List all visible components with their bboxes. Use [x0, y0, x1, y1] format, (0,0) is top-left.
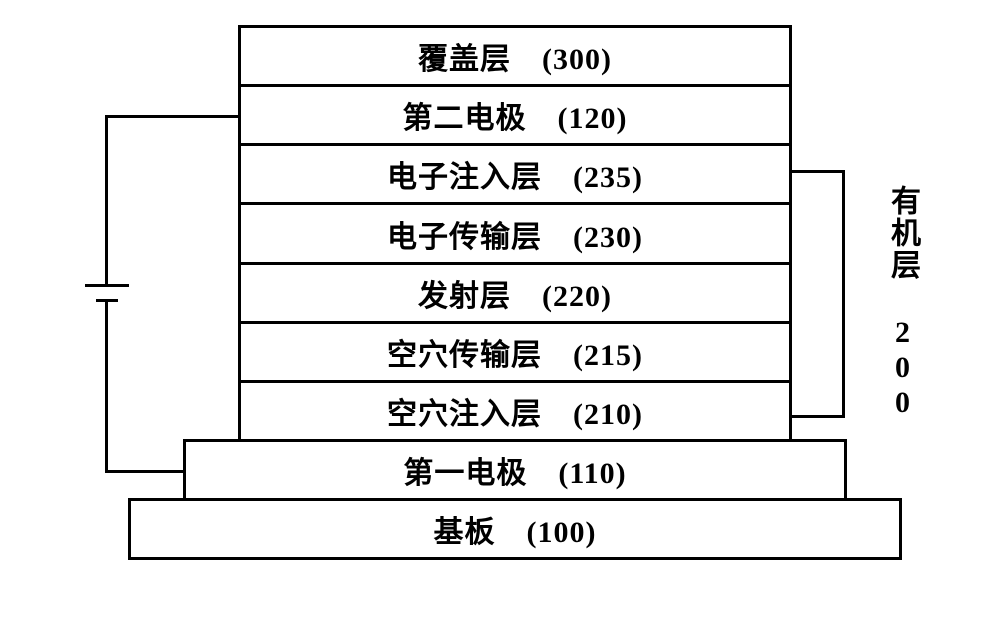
circuit-v-upper: [105, 115, 108, 287]
layer-ref: (210): [573, 398, 643, 431]
layer-name: 空穴传输层: [387, 339, 542, 372]
layer-name: 发射层: [418, 280, 511, 313]
bracket-top-h: [792, 170, 842, 173]
layer-ref: (120): [558, 102, 628, 135]
layer-6: 空穴注入层 (210): [238, 380, 792, 442]
layer-label: 电子注入层 (235): [387, 152, 643, 196]
layer-label: 发射层 (220): [418, 271, 612, 315]
layer-ref: (110): [558, 457, 626, 490]
bracket-bottom-h: [792, 415, 842, 418]
layer-label: 基板 (100): [434, 507, 597, 551]
layer-8: 基板 (100): [128, 498, 902, 560]
layer-label: 第一电极 (110): [403, 448, 626, 492]
layer-ref: (220): [542, 280, 612, 313]
layer-ref: (300): [542, 43, 612, 76]
bracket-v: [842, 170, 845, 418]
layer-name: 第一电极: [403, 457, 527, 490]
layer-label: 第二电极 (120): [403, 93, 628, 137]
layer-3: 电子传输层 (230): [238, 202, 792, 265]
layer-ref: (230): [573, 221, 643, 254]
layer-0: 覆盖层 (300): [238, 25, 792, 87]
layer-ref: (215): [573, 339, 643, 372]
circuit-v-lower: [105, 299, 108, 473]
layer-name: 基板: [434, 516, 496, 549]
layer-1: 第二电极 (120): [238, 84, 792, 146]
layer-5: 空穴传输层 (215): [238, 321, 792, 383]
battery-long-plate: [85, 284, 129, 287]
layer-7: 第一电极 (110): [183, 439, 847, 501]
circuit-bottom-h: [105, 470, 183, 473]
layer-label: 空穴传输层 (215): [387, 330, 643, 374]
layer-ref: (235): [573, 161, 643, 194]
layer-ref: (100): [527, 516, 597, 549]
layer-2: 电子注入层 (235): [238, 143, 792, 205]
layer-name: 空穴注入层: [387, 398, 542, 431]
layer-name: 覆盖层: [418, 43, 511, 76]
layer-label: 空穴注入层 (210): [387, 389, 643, 433]
organic-layer-label: 有机层 200: [880, 185, 924, 421]
layer-name: 电子传输层: [387, 221, 542, 254]
battery-short-plate: [96, 299, 118, 302]
circuit-top-h: [105, 115, 238, 118]
layer-label: 覆盖层 (300): [418, 34, 612, 78]
layer-4: 发射层 (220): [238, 262, 792, 324]
layer-name: 电子注入层: [387, 161, 542, 194]
layer-stack-diagram: 覆盖层 (300) 第二电极 (120) 电子注入层 (235) 电子传输层 (230…: [0, 20, 1000, 620]
layer-label: 电子传输层 (230): [387, 212, 643, 256]
layer-name: 第二电极: [403, 102, 527, 135]
